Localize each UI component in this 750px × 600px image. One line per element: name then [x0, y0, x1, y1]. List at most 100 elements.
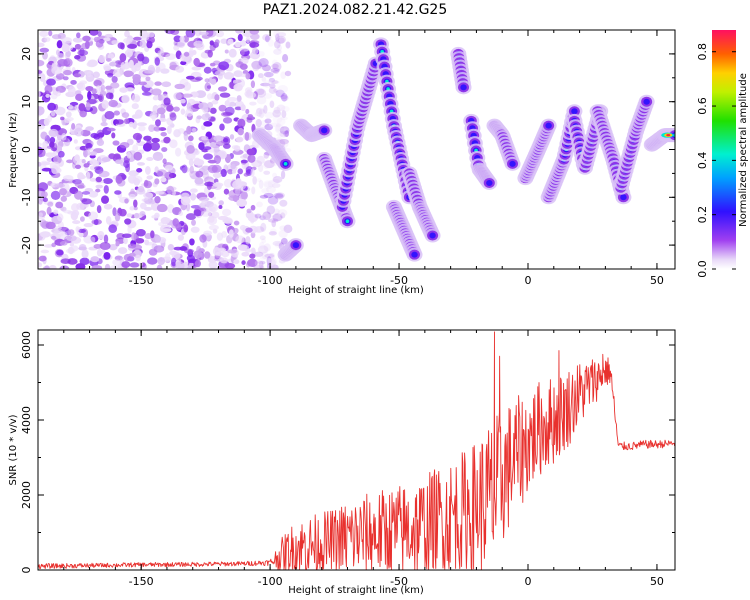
spectrogram-noise-blob [136, 168, 143, 173]
spectrogram-noise-blob [263, 170, 271, 175]
spectrogram-band-peak [283, 162, 288, 166]
spectrogram-noise-blob [100, 122, 108, 127]
spectrogram-noise-blob [279, 199, 288, 207]
spectrogram-noise-blob [204, 181, 215, 187]
spectrogram-noise-blob [86, 71, 92, 78]
spectrogram-noise-blob [59, 188, 68, 196]
spectrogram-noise-blob [240, 49, 245, 56]
spectrogram-noise-blob [255, 107, 262, 117]
chart-title: PAZ1.2024.082.21.42.G25 [263, 2, 448, 18]
spectrogram-noise-blob [70, 79, 77, 85]
spectrogram-noise-blob [74, 43, 82, 50]
spectrogram-noise-blob [270, 67, 280, 73]
spectrogram-y-tick-label: -10 [20, 188, 33, 206]
spectrogram-noise-blob [126, 151, 132, 159]
spectrogram-noise-blob [72, 220, 81, 225]
spectrogram-noise-blob [162, 158, 167, 164]
spectrogram-noise-blob [100, 249, 106, 255]
spectrogram-noise-blob [38, 142, 43, 147]
spectrogram-noise-blob [175, 65, 185, 73]
spectrogram-noise-blob [237, 168, 244, 175]
spectrogram-noise-blob [147, 257, 158, 265]
spectrogram-noise-blob [218, 104, 227, 112]
spectrogram-noise-blob [179, 98, 186, 104]
spectrogram-noise-blob [112, 140, 120, 146]
spectrogram-noise-blob [222, 208, 232, 217]
snr-panel: -150 -100 -50 0 50 0 2000 4000 6000 Height of st… [8, 329, 676, 596]
spectrogram-noise-blob [124, 30, 130, 38]
spectrogram-x-axis-label: Height of straight line (km) [288, 285, 424, 296]
spectrogram-noise-blob [105, 85, 113, 90]
spectrogram-noise-blob [124, 198, 129, 204]
spectrogram-noise-blob [179, 246, 188, 251]
spectrogram-band-core [321, 127, 328, 134]
spectrogram-noise-blob [273, 30, 280, 38]
spectrogram-noise-blob [89, 30, 99, 36]
spectrogram-noise-blob [212, 172, 222, 178]
spectrogram-noise-blob [258, 73, 264, 79]
spectrogram-noise-blob [38, 255, 47, 262]
spectrogram-noise-blob [167, 244, 175, 251]
spectrogram-noise-blob [47, 201, 54, 207]
spectrogram-noise-blob [269, 100, 275, 108]
spectrogram-noise-blob [120, 62, 126, 71]
spectrogram-noise-blob [156, 203, 168, 213]
spectrogram-noise-blob [90, 236, 96, 244]
spectrogram-noise-blob [198, 102, 209, 110]
spectrogram-noise-blob [104, 33, 113, 39]
spectrogram-noise-blob [268, 77, 276, 83]
spectrogram-noise-blob [264, 111, 275, 119]
spectrogram-noise-blob [73, 73, 82, 78]
spectrogram-noise-blob [133, 199, 138, 208]
spectrogram-noise-blob [77, 174, 86, 180]
spectrogram-noise-blob [65, 111, 72, 118]
spectrogram-noise-blob [47, 102, 57, 111]
spectrogram-noise-blob [219, 123, 225, 131]
spectrogram-noise-blob [128, 252, 136, 257]
spectrogram-noise-blob [60, 195, 68, 202]
spectrogram-noise-blob [221, 231, 228, 238]
spectrogram-noise-blob [51, 66, 63, 75]
spectrogram-noise-blob [268, 231, 277, 236]
spectrogram-noise-blob [71, 210, 80, 217]
spectrogram-hotspot-core [666, 133, 671, 137]
spectrogram-noise-blob [160, 131, 167, 137]
spectrogram-noise-blob [161, 81, 172, 88]
spectrogram-noise-blob [190, 226, 200, 233]
spectrogram-noise-blob [54, 183, 66, 188]
spectrogram-noise-blob [237, 33, 243, 42]
spectrogram-noise-blob [137, 185, 145, 193]
spectrogram-noise-blob [214, 39, 220, 45]
spectrogram-noise-blob [274, 242, 283, 248]
spectrogram-noise-blob [203, 120, 213, 127]
spectrogram-noise-blob [256, 112, 263, 118]
spectrogram-noise-blob [280, 116, 288, 121]
spectrogram-noise-blob [185, 75, 195, 80]
spectrogram-noise-blob [275, 192, 285, 199]
spectrogram-noise-blob [267, 196, 279, 205]
spectrogram-noise-blob [137, 53, 145, 62]
spectrogram-noise-blob [222, 117, 233, 124]
snr-x-axis-label: Height of straight line (km) [288, 585, 424, 596]
spectrogram-noise-blob [271, 219, 277, 228]
spectrogram-noise-blob [273, 192, 284, 198]
spectrogram-noise-blob [259, 256, 269, 260]
spectrogram-noise-blob [223, 217, 233, 225]
spectrogram-noise-blob [204, 251, 211, 259]
spectrogram-noise-blob [59, 241, 68, 246]
colorbar-tick-label: 0.8 [696, 43, 709, 61]
spectrogram-noise-blob [132, 74, 141, 81]
spectrogram-noise-blob [73, 190, 83, 200]
spectrogram-noise-blob [39, 73, 46, 82]
spectrogram-band-core [460, 84, 467, 91]
colorbar: 0.0 0.2 0.4 0.6 0.8 Normalized spectral ampl… [696, 30, 749, 278]
spectrogram-noise-blob [276, 117, 286, 126]
spectrogram-noise-blob [266, 186, 276, 194]
spectrogram-noise-blob [56, 249, 64, 256]
spectrogram-noise-blob [219, 257, 229, 264]
spectrogram-band-core [571, 108, 578, 115]
spectrogram-noise-blob [163, 136, 171, 144]
spectrogram-noise-blob [173, 92, 182, 100]
spectrogram-noise-blob [281, 106, 290, 113]
